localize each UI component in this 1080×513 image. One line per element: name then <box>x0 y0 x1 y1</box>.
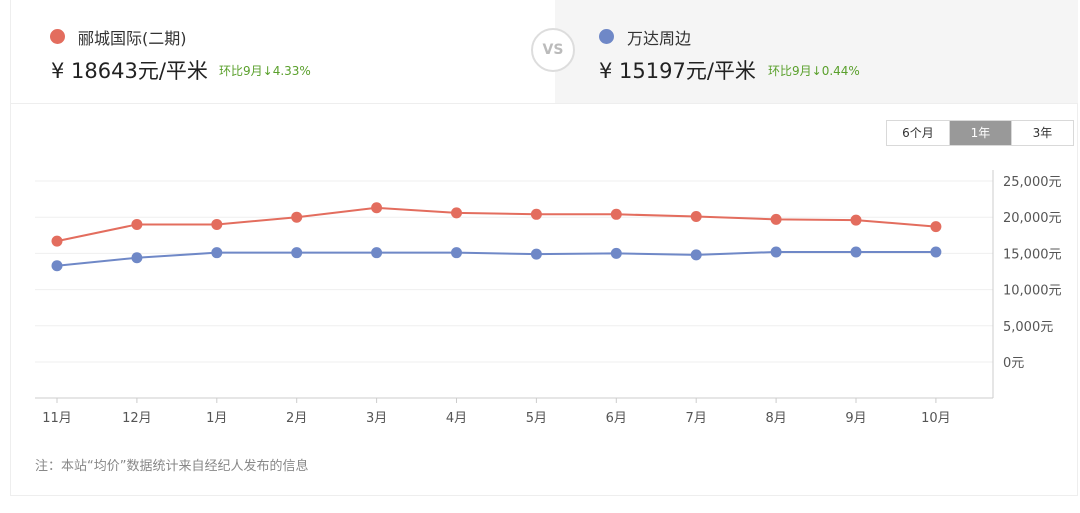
data-point <box>850 214 862 226</box>
range-3-years-button[interactable]: 3年 <box>1012 121 1073 145</box>
divider <box>11 103 1078 104</box>
x-tick-label: 9月 <box>845 411 866 426</box>
data-point <box>291 247 303 259</box>
data-point <box>371 202 383 214</box>
series-line-2 <box>56 250 936 267</box>
data-point <box>770 246 782 258</box>
x-tick-label: 6月 <box>606 411 627 426</box>
data-source-note: 注：本站“均价”数据统计来自经纪人发布的信息 <box>35 459 309 474</box>
area-price: ¥ 15197元/平米 <box>599 59 756 83</box>
y-tick-label: 15,000元 <box>1003 247 1062 262</box>
data-point <box>131 218 143 230</box>
data-point <box>530 248 542 260</box>
y-tick-label: 25,000元 <box>1003 175 1062 190</box>
x-tick-label: 10月 <box>921 411 951 426</box>
price-change: 环比9月↓4.33% <box>219 64 311 78</box>
y-tick-label: 5,000元 <box>1003 320 1053 335</box>
y-tick-label: 20,000元 <box>1003 211 1062 226</box>
range-1-year-button[interactable]: 1年 <box>950 121 1012 145</box>
chart-card <box>10 0 1078 496</box>
property-name: 郦城国际(二期) <box>78 29 187 48</box>
x-tick-label: 5月 <box>526 411 547 426</box>
compare-panel-right: 万达周边 ¥ 15197元/平米 环比9月↓0.44% <box>555 0 1078 103</box>
data-point <box>930 246 942 258</box>
data-point <box>930 221 942 233</box>
data-point <box>690 210 702 222</box>
data-point <box>530 208 542 220</box>
data-point <box>690 249 702 261</box>
x-tick-label: 7月 <box>686 411 707 426</box>
compare-panel-left: 郦城国际(二期) ¥ 18643元/平米 环比9月↓4.33% <box>11 0 555 103</box>
data-point <box>211 247 223 259</box>
series-color-dot <box>50 29 65 44</box>
property-price: ¥ 18643元/平米 <box>51 59 208 83</box>
data-point <box>451 247 462 259</box>
data-point <box>291 211 303 223</box>
x-tick-label: 12月 <box>122 411 152 426</box>
range-6-months-button[interactable]: 6个月 <box>887 121 950 145</box>
x-tick-label: 11月 <box>42 411 72 426</box>
x-tick-label: 8月 <box>765 411 786 426</box>
data-point <box>51 260 63 272</box>
series-line-1 <box>56 206 936 243</box>
series-color-dot <box>599 29 614 44</box>
y-tick-label: 0元 <box>1003 356 1024 371</box>
data-point <box>850 246 862 258</box>
vs-badge: VS <box>531 28 575 72</box>
price-change: 环比9月↓0.44% <box>768 64 860 78</box>
data-point <box>211 218 223 230</box>
x-tick-label: 1月 <box>206 411 227 426</box>
data-point <box>610 247 622 259</box>
x-tick-label: 3月 <box>366 411 387 426</box>
data-point <box>371 247 383 259</box>
data-point <box>51 235 63 247</box>
area-name: 万达周边 <box>627 29 692 48</box>
x-tick-label: 4月 <box>446 411 467 426</box>
x-tick-label: 2月 <box>286 411 307 426</box>
data-point <box>610 208 622 220</box>
data-point <box>131 252 143 264</box>
data-point <box>770 213 782 225</box>
time-range-selector: 6个月 1年 3年 <box>886 120 1074 146</box>
data-point <box>451 207 462 219</box>
y-tick-label: 10,000元 <box>1003 284 1062 299</box>
